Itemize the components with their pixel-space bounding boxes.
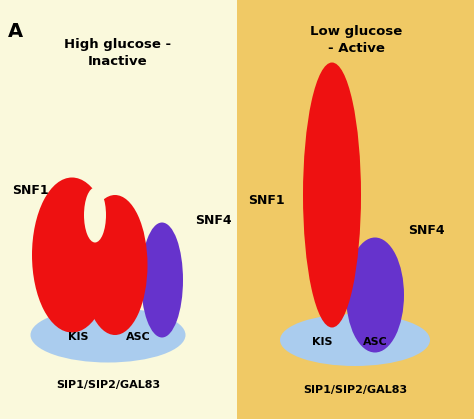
Text: KIS: KIS xyxy=(68,332,88,342)
Ellipse shape xyxy=(346,238,404,352)
Bar xyxy=(0,0,237,419)
Text: Low glucose: Low glucose xyxy=(310,25,402,38)
Text: A: A xyxy=(8,22,23,41)
Text: - Active: - Active xyxy=(328,42,384,55)
Ellipse shape xyxy=(84,187,106,243)
Ellipse shape xyxy=(280,314,430,366)
Text: SNF1: SNF1 xyxy=(248,194,284,207)
Text: KIS: KIS xyxy=(312,337,332,347)
Ellipse shape xyxy=(303,62,361,328)
Ellipse shape xyxy=(141,222,183,337)
Text: ASC: ASC xyxy=(363,337,387,347)
Ellipse shape xyxy=(32,178,112,333)
Ellipse shape xyxy=(82,195,147,335)
Text: ASC: ASC xyxy=(126,332,150,342)
Text: Inactive: Inactive xyxy=(88,55,148,68)
Text: SIP1/SIP2/GAL83: SIP1/SIP2/GAL83 xyxy=(303,385,407,395)
Text: SIP1/SIP2/GAL83: SIP1/SIP2/GAL83 xyxy=(56,380,160,390)
Bar xyxy=(237,0,474,419)
Text: SNF4: SNF4 xyxy=(195,214,232,227)
Text: SNF4: SNF4 xyxy=(408,223,445,236)
Text: High glucose -: High glucose - xyxy=(64,38,172,51)
Text: SNF1: SNF1 xyxy=(12,184,49,197)
Ellipse shape xyxy=(30,308,185,362)
